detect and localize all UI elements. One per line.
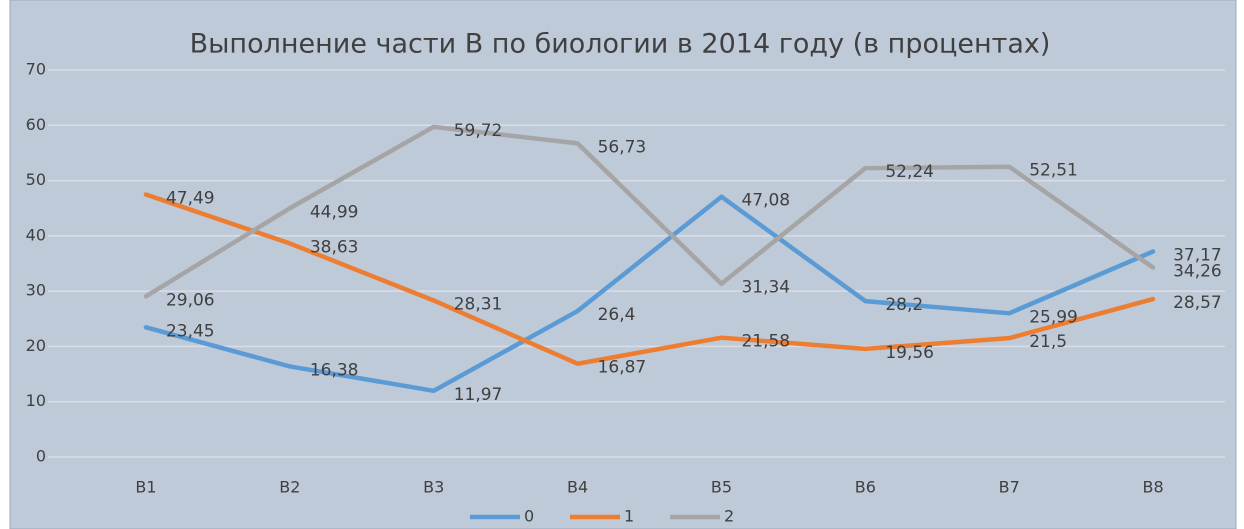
data-label: 44,99 (310, 202, 359, 222)
series-line (143, 192, 1156, 366)
x-tick-label: В4 (567, 478, 588, 497)
data-label: 25,99 (1029, 307, 1078, 327)
x-tick-label: В1 (135, 478, 156, 497)
chart-title: Выполнение части В по биологии в 2014 го… (190, 29, 1051, 60)
data-label: 21,5 (1029, 332, 1067, 352)
chart-background (9, 0, 1237, 529)
legend-label: 1 (624, 507, 634, 526)
data-label: 28,31 (454, 294, 503, 314)
x-tick-label: В6 (855, 478, 876, 497)
legend-label: 2 (724, 507, 734, 526)
x-tick-label: В8 (1142, 478, 1163, 497)
y-tick-label: 60 (26, 115, 46, 134)
data-label: 28,57 (1173, 293, 1222, 313)
data-label: 28,2 (885, 295, 923, 315)
legend-label: 0 (524, 507, 534, 526)
data-label: 29,06 (166, 290, 215, 310)
data-label: 26,4 (598, 305, 636, 325)
x-tick-label: В2 (279, 478, 300, 497)
data-label: 47,08 (741, 191, 790, 211)
series-line (143, 194, 1156, 394)
y-tick-label: 30 (26, 281, 46, 300)
y-tick-label: 20 (26, 336, 46, 355)
y-tick-label: 10 (26, 391, 46, 410)
data-label: 11,97 (454, 385, 503, 405)
y-tick-label: 50 (26, 170, 46, 189)
data-label: 16,38 (310, 360, 359, 380)
data-label: 23,45 (166, 321, 215, 341)
data-label: 38,63 (310, 237, 359, 257)
data-label: 19,56 (885, 343, 934, 363)
data-label: 47,49 (166, 188, 215, 208)
data-label: 21,58 (741, 332, 790, 352)
y-tick-label: 40 (26, 225, 46, 244)
data-label: 52,24 (885, 162, 934, 182)
data-label: 34,26 (1173, 262, 1222, 282)
x-tick-label: В7 (999, 478, 1020, 497)
data-label: 59,72 (454, 121, 503, 141)
data-label: 31,34 (741, 278, 790, 298)
y-tick-label: 0 (36, 447, 46, 466)
data-label: 52,51 (1029, 161, 1078, 181)
x-tick-label: В5 (711, 478, 732, 497)
y-tick-label: 70 (26, 60, 46, 79)
series-line (143, 124, 1156, 299)
data-label: 16,87 (598, 358, 647, 378)
data-label: 37,17 (1173, 246, 1222, 266)
data-label: 56,73 (598, 137, 647, 157)
x-tick-label: В3 (423, 478, 444, 497)
